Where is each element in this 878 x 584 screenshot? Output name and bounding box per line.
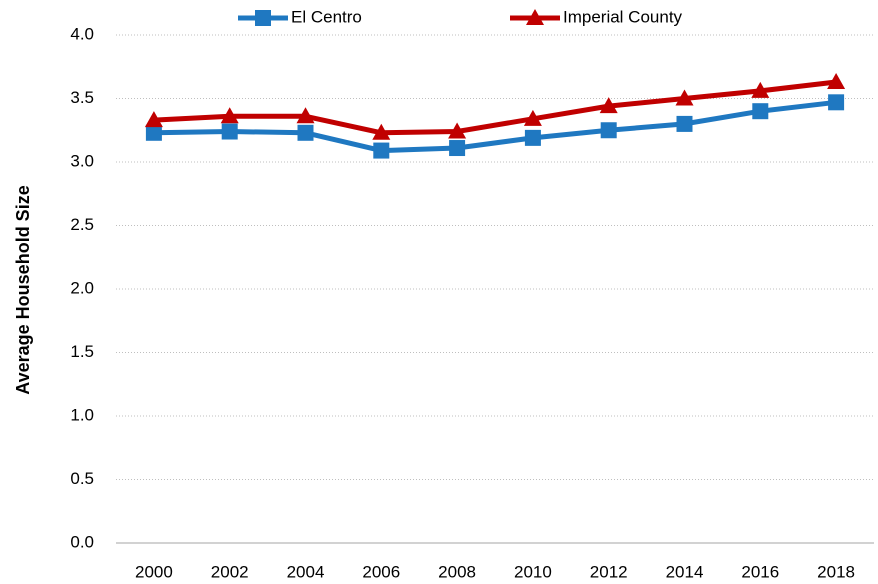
x-tick-label: 2000: [135, 562, 173, 581]
y-axis-label: Average Household Size: [13, 185, 33, 394]
marker: [827, 72, 846, 89]
x-tick-label: 2016: [741, 562, 779, 581]
x-tick-label: 2002: [211, 562, 249, 581]
y-tick-label: 1.0: [70, 405, 94, 424]
y-tick-label: 2.5: [70, 215, 94, 234]
series-line: [153, 99, 837, 154]
y-tick-label: 4.0: [70, 24, 94, 43]
marker: [373, 142, 390, 159]
y-tick-label: 2.0: [70, 278, 94, 297]
marker: [449, 140, 466, 157]
y-tick-label: 3.0: [70, 151, 94, 170]
y-tick-label: 3.5: [70, 88, 94, 107]
x-tick-label: 2014: [666, 562, 704, 581]
x-tick-label: 2012: [590, 562, 628, 581]
marker: [676, 115, 693, 132]
legend-label: El Centro: [291, 7, 362, 26]
marker: [675, 89, 694, 106]
marker: [752, 103, 769, 120]
x-tick-label: 2008: [438, 562, 476, 581]
marker: [524, 129, 541, 146]
marker: [751, 81, 770, 98]
marker: [220, 107, 239, 124]
marker: [296, 107, 315, 124]
marker: [297, 124, 314, 141]
marker: [255, 10, 271, 26]
y-tick-label: 0.0: [70, 532, 94, 551]
marker: [145, 124, 162, 141]
legend-label: Imperial County: [563, 7, 683, 26]
marker: [372, 123, 391, 140]
x-tick-label: 2006: [362, 562, 400, 581]
marker: [448, 122, 467, 139]
marker: [144, 111, 163, 128]
y-tick-label: 1.5: [70, 342, 94, 361]
x-tick-label: 2010: [514, 562, 552, 581]
marker: [828, 94, 845, 111]
y-tick-label: 0.5: [70, 469, 94, 488]
marker: [526, 9, 544, 25]
marker: [599, 97, 618, 114]
x-tick-label: 2018: [817, 562, 855, 581]
marker: [600, 122, 617, 139]
marker: [221, 123, 238, 140]
x-tick-label: 2004: [287, 562, 325, 581]
marker: [523, 109, 542, 126]
series-line: [153, 79, 837, 136]
